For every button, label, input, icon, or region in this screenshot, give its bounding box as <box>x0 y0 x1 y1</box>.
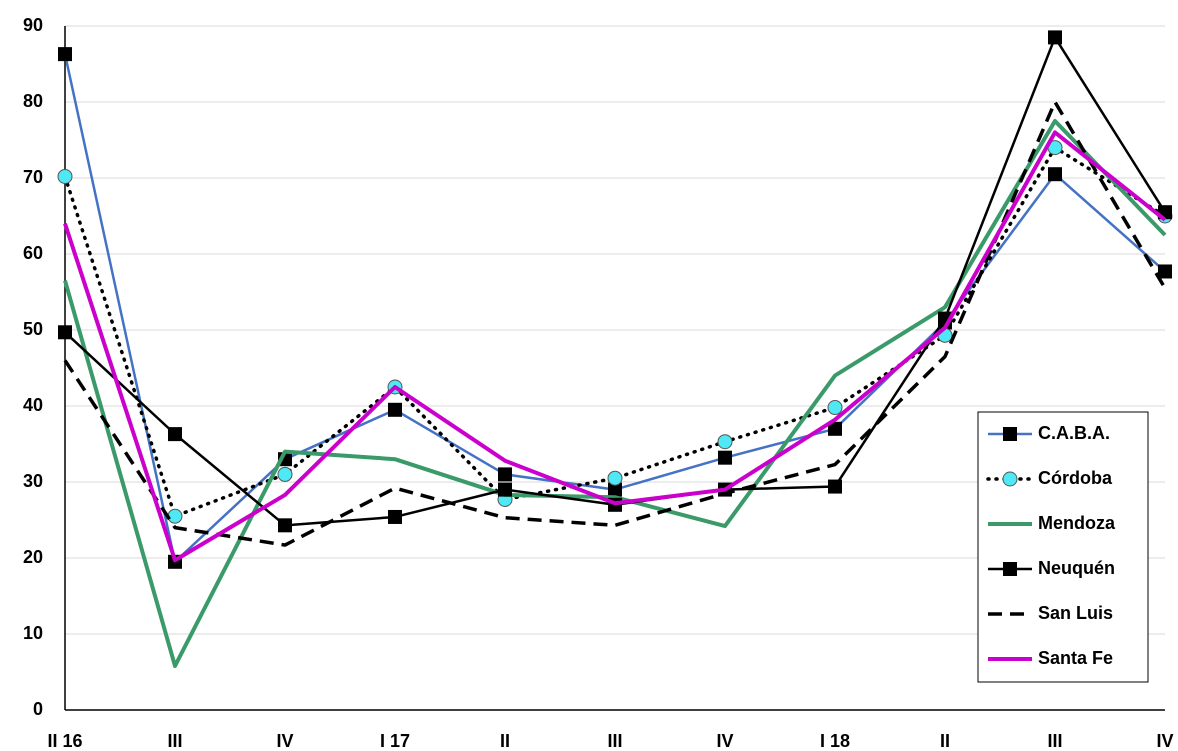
x-tick-label: II <box>940 731 950 751</box>
y-tick-label: 30 <box>23 471 43 491</box>
data-point <box>718 450 732 465</box>
y-tick-label: 80 <box>23 91 43 111</box>
legend-marker <box>1003 427 1017 441</box>
legend-marker <box>1003 562 1017 576</box>
legend-label: Neuquén <box>1038 558 1115 578</box>
data-point <box>167 508 183 524</box>
data-point <box>828 479 842 494</box>
data-point <box>388 509 402 524</box>
series-line <box>63 130 1167 563</box>
data-point <box>277 466 293 482</box>
y-tick-label: 10 <box>23 623 43 643</box>
x-tick-label: III <box>167 731 182 751</box>
x-tick-label: IV <box>1156 731 1173 751</box>
data-point <box>278 518 292 533</box>
data-point <box>57 168 73 184</box>
data-point <box>607 470 623 486</box>
data-point <box>608 482 622 497</box>
data-point <box>58 325 72 340</box>
y-tick-label: 40 <box>23 395 43 415</box>
x-tick-label: II 16 <box>47 731 82 751</box>
data-point <box>1158 264 1172 279</box>
x-tick-label: IV <box>716 731 733 751</box>
data-point <box>1048 30 1062 45</box>
legend-label: C.A.B.A. <box>1038 423 1110 443</box>
data-point <box>498 482 512 497</box>
x-tick-label: I 18 <box>820 731 850 751</box>
x-tick-label: III <box>607 731 622 751</box>
legend-box <box>977 411 1149 683</box>
data-point <box>827 400 843 416</box>
data-point <box>168 427 182 442</box>
data-point <box>498 467 512 482</box>
series-line <box>63 100 1167 547</box>
x-tick-label: II <box>500 731 510 751</box>
legend-label: San Luis <box>1038 603 1113 623</box>
data-point <box>388 402 402 417</box>
legend-label: Córdoba <box>1038 468 1113 488</box>
y-tick-label: 90 <box>23 15 43 35</box>
legend-label: Santa Fe <box>1038 648 1113 668</box>
legend-label: Mendoza <box>1038 513 1116 533</box>
legend-marker <box>1002 471 1018 487</box>
y-tick-label: 20 <box>23 547 43 567</box>
x-tick-label: III <box>1047 731 1062 751</box>
data-point <box>717 434 733 450</box>
series-line <box>63 119 1167 668</box>
y-tick-label: 70 <box>23 167 43 187</box>
y-tick-label: 60 <box>23 243 43 263</box>
data-point <box>58 47 72 62</box>
x-tick-label: IV <box>276 731 293 751</box>
x-tick-label: I 17 <box>380 731 410 751</box>
data-point <box>828 421 842 436</box>
data-point <box>1048 167 1062 182</box>
y-tick-label: 50 <box>23 319 43 339</box>
y-tick-label: 0 <box>33 699 43 719</box>
